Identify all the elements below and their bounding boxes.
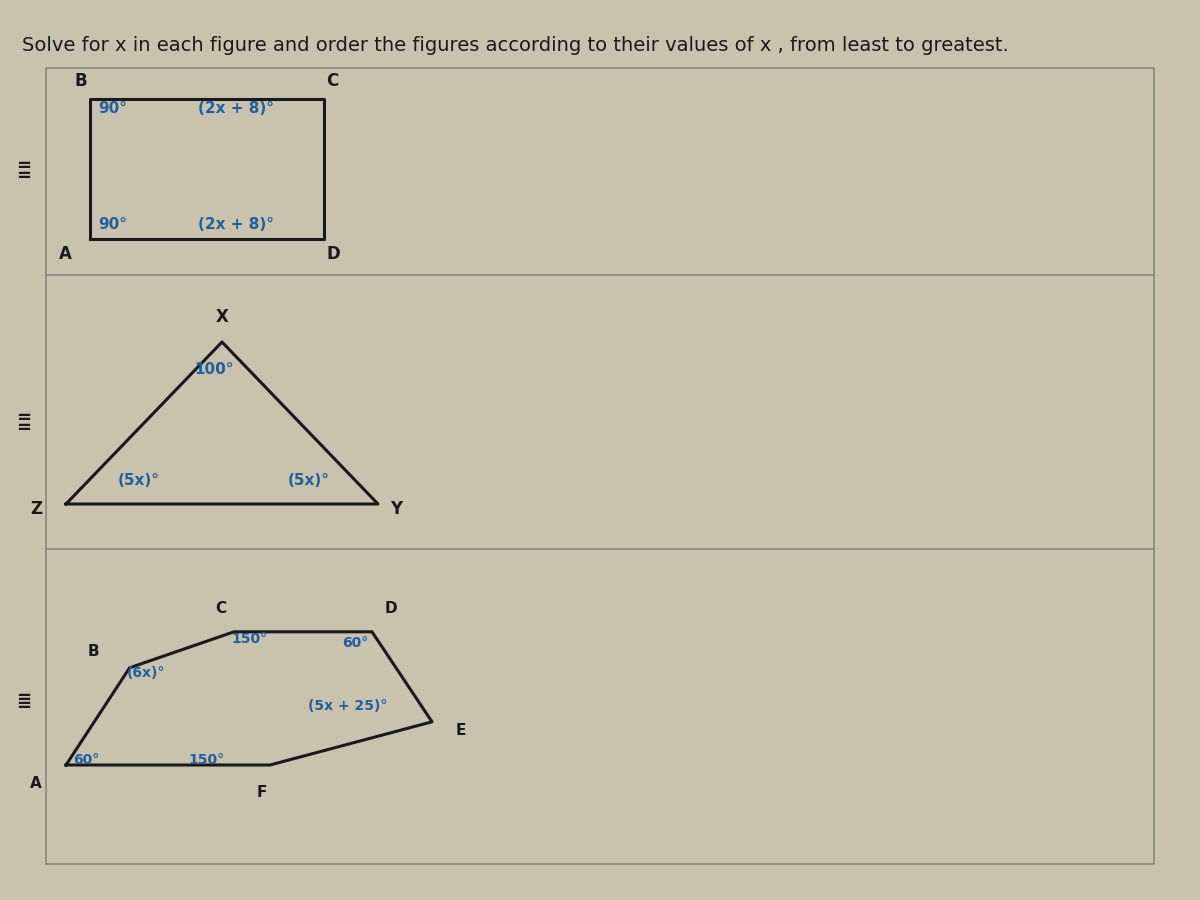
Text: =: = [17, 158, 31, 176]
Text: =: = [17, 418, 31, 436]
Text: (5x)°: (5x)° [118, 472, 160, 488]
Text: A: A [59, 245, 72, 263]
Text: 60°: 60° [342, 635, 368, 650]
Text: =: = [17, 166, 31, 184]
Text: F: F [257, 786, 266, 800]
Text: E: E [456, 724, 466, 738]
Text: B: B [88, 644, 100, 659]
Text: 90°: 90° [98, 101, 127, 116]
Text: C: C [215, 601, 227, 616]
Text: =: = [17, 410, 31, 427]
Text: (2x + 8)°: (2x + 8)° [198, 217, 274, 232]
Text: C: C [326, 72, 338, 90]
Text: A: A [30, 776, 42, 790]
Text: 150°: 150° [232, 632, 268, 646]
Text: =: = [17, 688, 31, 706]
Text: 100°: 100° [194, 362, 233, 377]
Text: (5x)°: (5x)° [288, 472, 330, 488]
Text: =: = [17, 698, 31, 716]
Text: D: D [326, 245, 340, 263]
Text: Solve for x in each figure and order the figures according to their values of x : Solve for x in each figure and order the… [22, 36, 1008, 55]
Text: 90°: 90° [98, 217, 127, 232]
Text: 60°: 60° [73, 753, 100, 768]
Text: Z: Z [30, 500, 42, 518]
Text: X: X [216, 308, 228, 326]
Text: 150°: 150° [188, 752, 224, 767]
Text: Y: Y [390, 500, 402, 518]
Text: (2x + 8)°: (2x + 8)° [198, 101, 274, 116]
Text: (6x)°: (6x)° [127, 666, 166, 680]
Text: B: B [74, 72, 88, 90]
Text: (5x + 25)°: (5x + 25)° [308, 699, 388, 714]
Text: D: D [385, 601, 397, 616]
